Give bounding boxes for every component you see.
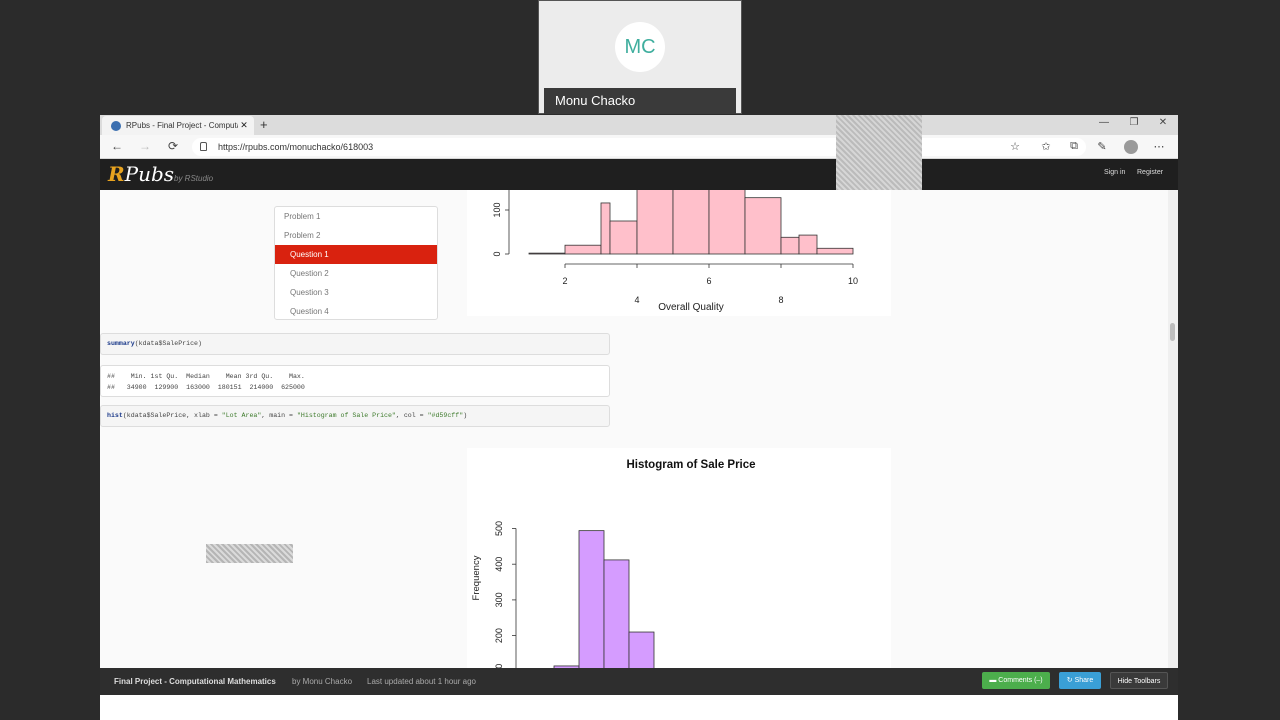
y-tick-label: 0 xyxy=(492,251,502,256)
y-axis-label: Frequency xyxy=(471,555,482,600)
y-tick-label: 400 xyxy=(494,557,504,572)
back-arrow-icon[interactable]: ← xyxy=(111,139,123,153)
histogram-bar xyxy=(609,220,638,255)
redacted-region xyxy=(836,115,922,190)
y-tick-label: 100 xyxy=(492,202,502,217)
histogram-bar xyxy=(708,190,746,255)
feedback-icon[interactable]: ✎ xyxy=(1097,141,1107,153)
hist-code-chunk: hist(kdata$SalePrice, xlab = "Lot Area",… xyxy=(100,405,610,427)
minimize-button[interactable]: — xyxy=(1099,117,1109,128)
tab-strip: RPubs - Final Project - Computa ✕ + — ❐ … xyxy=(100,115,1178,135)
sale-price-histogram: Histogram of Sale Price 100 200 300 400 500 Fr… xyxy=(467,448,891,668)
logo-subtitle: by RStudio xyxy=(174,174,214,183)
participant-name: Monu Chacko xyxy=(544,88,736,114)
comment-icon: ▬ xyxy=(989,677,999,684)
table-of-contents: Problem 1 Problem 2 Question 1 Question 2 Qu… xyxy=(274,206,438,320)
y-tick-label: 500 xyxy=(494,521,504,536)
toc-item[interactable]: Question 3 xyxy=(290,288,329,297)
output-line: ## 34900 129900 163000 180151 214000 625… xyxy=(107,384,305,391)
x-tick-label: 10 xyxy=(848,276,858,286)
y-tick-label: 300 xyxy=(494,592,504,607)
histogram-bar xyxy=(744,197,782,255)
scrollbar[interactable] xyxy=(1168,190,1178,668)
favicon-icon xyxy=(111,120,121,131)
rpubs-header: RPubs by RStudio Sign in Register xyxy=(100,159,1178,190)
forward-arrow-icon[interactable]: → xyxy=(139,139,151,153)
participant-avatar: MC xyxy=(615,22,665,72)
x-tick-label: 6 xyxy=(706,276,711,286)
more-menu-icon[interactable]: ⋯ xyxy=(1153,141,1165,153)
share-button[interactable]: ↻ Share xyxy=(1059,672,1101,689)
histogram-bar xyxy=(798,234,818,255)
restore-button[interactable]: ❐ xyxy=(1129,117,1139,128)
lock-icon xyxy=(200,142,207,151)
x-tick-label: 4 xyxy=(634,295,639,305)
comments-button[interactable]: ▬ Comments (–) xyxy=(982,672,1050,689)
rpubs-logo[interactable]: RPubs xyxy=(108,162,175,186)
overall-quality-histogram: 0 100 2 4 6 8 10 Overall Quality xyxy=(467,190,891,316)
histogram-bar xyxy=(816,247,854,255)
summary-output: ## Min. 1st Qu. Median Mean 3rd Qu. Max.… xyxy=(100,365,610,397)
histogram-bar xyxy=(600,202,611,255)
rpubs-footer: Final Project - Computational Mathematic… xyxy=(100,668,1178,695)
toc-item[interactable]: Question 1 xyxy=(275,245,437,264)
refresh-icon[interactable]: ⟳ xyxy=(167,139,179,153)
histogram-bar xyxy=(553,665,580,668)
collections-icon[interactable]: ⧉ xyxy=(1070,140,1078,152)
histogram-bar xyxy=(672,190,710,255)
histogram-bar xyxy=(628,631,655,668)
summary-code-chunk: summary(kdata$SalePrice) xyxy=(100,333,610,355)
tab-close-icon[interactable]: ✕ xyxy=(240,120,248,130)
address-bar[interactable]: https://rpubs.com/monuchacko/618003 xyxy=(192,138,1086,156)
footer-updated: Last updated about 1 hour ago xyxy=(367,677,476,686)
histogram-bar xyxy=(528,252,566,255)
toc-item[interactable]: Question 2 xyxy=(290,269,329,278)
histogram-bar xyxy=(564,244,602,255)
x-tick-label: 8 xyxy=(778,295,783,305)
toc-item[interactable]: Problem 2 xyxy=(284,231,321,240)
output-line: ## Min. 1st Qu. Median Mean 3rd Qu. Max. xyxy=(107,373,305,380)
y-tick-label: 200 xyxy=(494,628,504,643)
document-content: Problem 1 Problem 2 Question 1 Question 2 Qu… xyxy=(100,190,1168,668)
share-icon: ↻ xyxy=(1066,677,1075,684)
y-tick-label: 100 xyxy=(494,664,504,668)
histogram-bar xyxy=(578,530,605,668)
favorite-star-icon[interactable]: ☆ xyxy=(1010,141,1020,153)
x-tick-label: 2 xyxy=(562,276,567,286)
browser-toolbar: ← → ⟳ https://rpubs.com/monuchacko/61800… xyxy=(100,135,1178,159)
browser-tab[interactable]: RPubs - Final Project - Computa ✕ xyxy=(102,116,254,135)
register-link[interactable]: Register xyxy=(1137,169,1164,176)
hide-toolbars-button[interactable]: Hide Toolbars xyxy=(1110,672,1168,689)
scrollbar-thumb[interactable] xyxy=(1170,323,1175,341)
x-axis-label: Overall Quality xyxy=(658,302,724,313)
browser-window: RPubs - Final Project - Computa ✕ + — ❐ … xyxy=(100,115,1178,720)
toc-item[interactable]: Problem 1 xyxy=(284,212,321,221)
toc-item[interactable]: Question 4 xyxy=(290,307,329,316)
redacted-region xyxy=(206,544,293,563)
histogram-bar xyxy=(780,236,800,255)
footer-author: by Monu Chacko xyxy=(292,677,353,686)
tab-title: RPubs - Final Project - Computa xyxy=(126,121,238,130)
chart-title: Histogram of Sale Price xyxy=(626,459,755,471)
sign-in-link[interactable]: Sign in xyxy=(1104,169,1126,176)
window-close-button[interactable]: ✕ xyxy=(1158,117,1168,128)
histogram-bar xyxy=(636,190,674,255)
participant-initials: MC xyxy=(624,35,656,58)
new-tab-button[interactable]: + xyxy=(260,117,268,132)
profile-icon[interactable] xyxy=(1124,140,1138,154)
footer-doc-title: Final Project - Computational Mathematic… xyxy=(114,677,276,686)
histogram-bar xyxy=(603,559,630,668)
favorites-list-icon[interactable]: ✩ xyxy=(1041,141,1051,153)
